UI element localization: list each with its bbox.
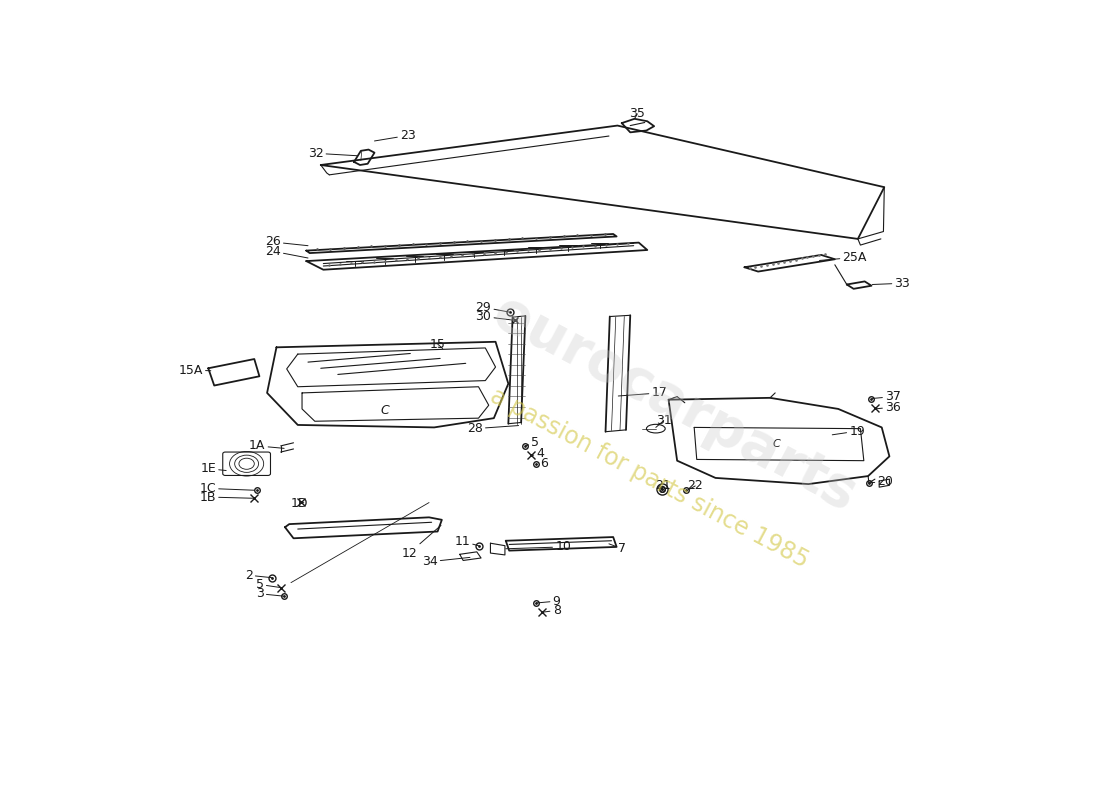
- Text: 4: 4: [531, 446, 544, 460]
- Text: eurocarparts: eurocarparts: [483, 286, 866, 522]
- Text: C: C: [773, 439, 781, 449]
- Text: 15: 15: [430, 338, 446, 350]
- Text: 2: 2: [244, 569, 272, 582]
- Text: a passion for parts since 1985: a passion for parts since 1985: [486, 383, 812, 572]
- Text: 21: 21: [654, 479, 671, 493]
- Text: 8: 8: [542, 604, 561, 617]
- Text: 1A: 1A: [249, 439, 284, 452]
- Text: 24: 24: [265, 245, 308, 258]
- Text: 11: 11: [454, 535, 478, 548]
- Text: 1C: 1C: [199, 482, 254, 495]
- Text: 31: 31: [656, 414, 672, 427]
- Text: 12: 12: [402, 526, 441, 559]
- Text: 37: 37: [872, 390, 901, 403]
- Text: C: C: [381, 404, 389, 417]
- Text: 5: 5: [526, 436, 539, 450]
- Text: 1D: 1D: [290, 498, 308, 510]
- Text: 29: 29: [475, 301, 510, 314]
- Text: 22: 22: [688, 479, 703, 493]
- Text: 19: 19: [833, 425, 865, 438]
- Text: 3: 3: [256, 587, 284, 600]
- Text: 30: 30: [475, 310, 515, 323]
- Text: 36: 36: [874, 401, 901, 414]
- Text: 6: 6: [537, 457, 548, 470]
- Text: 34: 34: [421, 555, 470, 568]
- Text: 1B: 1B: [199, 490, 253, 503]
- Text: 5: 5: [255, 578, 280, 591]
- Text: 35: 35: [629, 107, 646, 120]
- Text: 23: 23: [374, 129, 416, 142]
- Text: 1E: 1E: [200, 462, 227, 475]
- Text: 32: 32: [308, 146, 358, 160]
- Text: 20: 20: [869, 475, 893, 488]
- Text: 28: 28: [466, 422, 518, 435]
- Text: 9: 9: [537, 594, 561, 608]
- Text: 17: 17: [618, 386, 668, 399]
- Text: 7: 7: [609, 542, 626, 555]
- Text: 26: 26: [265, 235, 308, 249]
- Text: 25A: 25A: [820, 251, 867, 264]
- Text: 15A: 15A: [178, 364, 211, 377]
- Text: 33: 33: [872, 277, 911, 290]
- Text: 10: 10: [506, 541, 571, 554]
